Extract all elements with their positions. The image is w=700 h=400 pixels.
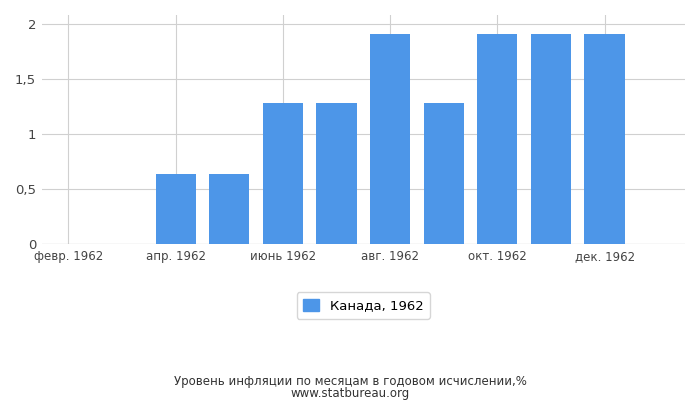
Bar xyxy=(155,174,196,244)
Bar xyxy=(477,34,517,244)
Legend: Канада, 1962: Канада, 1962 xyxy=(297,292,430,319)
Text: www.statbureau.org: www.statbureau.org xyxy=(290,388,410,400)
Bar xyxy=(584,34,624,244)
Text: Уровень инфляции по месяцам в годовом исчислении,%: Уровень инфляции по месяцам в годовом ис… xyxy=(174,376,526,388)
Bar xyxy=(370,34,410,244)
Bar xyxy=(424,103,464,244)
Bar xyxy=(262,103,303,244)
Bar xyxy=(531,34,571,244)
Bar xyxy=(316,103,356,244)
Bar xyxy=(209,174,249,244)
